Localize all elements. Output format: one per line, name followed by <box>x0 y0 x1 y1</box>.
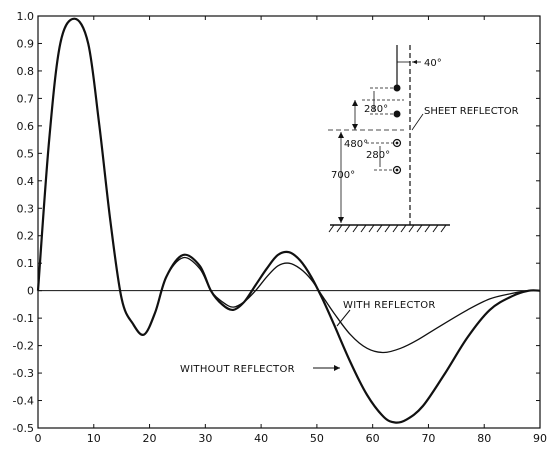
y-tick-label: 0.8 <box>17 65 35 78</box>
x-tick-label: 90 <box>533 432 547 445</box>
x-tick-label: 70 <box>421 432 435 445</box>
inset-diagram: 40° 280° 480° 280° 700° SHEET REFLECTOR <box>328 45 519 233</box>
y-tick-label: 0.5 <box>17 147 35 160</box>
y-tick-label: 0.9 <box>17 37 35 50</box>
inset-sheet-label: SHEET REFLECTOR <box>424 106 519 117</box>
annotation-without-reflector-label: WITHOUT REFLECTOR <box>180 364 295 375</box>
inset-ground-hatch <box>328 224 447 233</box>
annotation-with-reflector-leader <box>336 309 351 327</box>
inset-spacing-lower-label: 280° <box>366 150 390 161</box>
inset-dipole-3-core <box>395 141 399 145</box>
inset-height-label: 700° <box>331 170 355 181</box>
inset-spacing-upper-label: 280° <box>364 104 388 115</box>
y-tick-label: 0.7 <box>17 92 35 105</box>
inset-dipole-1 <box>393 84 401 92</box>
y-tick-label: -0.5 <box>13 422 34 435</box>
series-line-without-reflector <box>36 17 541 424</box>
x-tick-label: 80 <box>477 432 491 445</box>
annotation-with-reflector-label: WITH REFLECTOR <box>343 300 436 311</box>
series-line-with-reflector <box>37 18 541 354</box>
y-tick-label: -0.4 <box>13 395 34 408</box>
y-tick-label: -0.3 <box>13 367 34 380</box>
inset-spacing-middle-label: 480° <box>344 139 368 150</box>
y-tick-label: 0.3 <box>17 202 35 215</box>
y-tick-label: 1.0 <box>17 10 35 23</box>
inset-dipole-4-core <box>395 168 399 172</box>
y-tick-label: 0.6 <box>17 120 35 133</box>
inset-angle-top-label: 40° <box>424 58 442 69</box>
y-tick-label: 0 <box>27 285 34 298</box>
y-tick-label: -0.1 <box>13 312 34 325</box>
x-tick-label: 0 <box>35 432 42 445</box>
x-tick-label: 10 <box>87 432 101 445</box>
inset-dipole-2 <box>393 110 401 118</box>
y-tick-label: 0.1 <box>17 257 35 270</box>
x-tick-label: 20 <box>143 432 157 445</box>
annotation-without-reflector: WITHOUT REFLECTOR <box>180 364 340 375</box>
y-tick-label: 0.4 <box>17 175 35 188</box>
annotation-without-reflector-arrow <box>334 365 340 371</box>
x-tick-label: 60 <box>366 432 380 445</box>
x-tick-label: 50 <box>310 432 324 445</box>
x-tick-label: 30 <box>198 432 212 445</box>
y-tick-label: 0.2 <box>17 230 35 243</box>
plot-frame <box>37 15 541 429</box>
y-tick-label: -0.2 <box>13 340 34 353</box>
series-lines <box>36 17 541 424</box>
tick-labels: 0 10 20 30 40 50 60 70 80 90 1.0 0.9 0.8 0.7 0.6 0.5 0.4… <box>13 10 547 445</box>
axes <box>37 15 541 429</box>
annotation-with-reflector: WITH REFLECTOR <box>336 300 436 327</box>
x-tick-label: 40 <box>254 432 268 445</box>
